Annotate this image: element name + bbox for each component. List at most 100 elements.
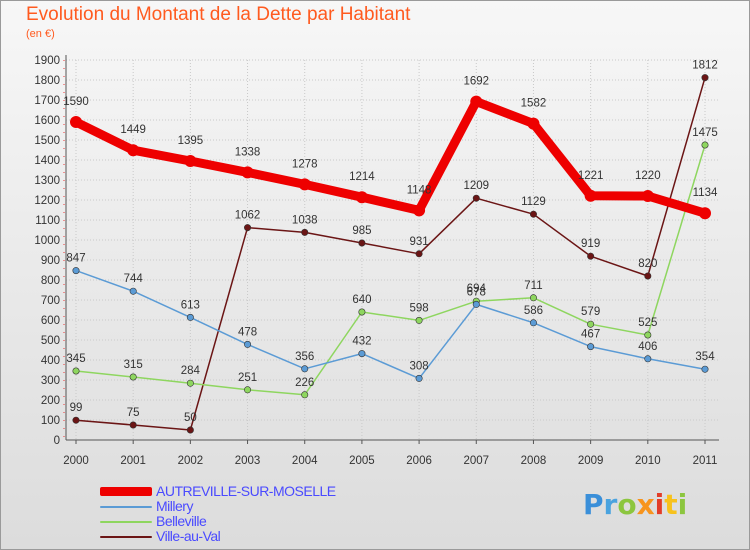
y-tick-label: 1600 [34, 115, 60, 127]
data-point [355, 191, 368, 204]
logo-letter: r [603, 488, 618, 521]
data-point [244, 340, 252, 348]
data-point [244, 386, 252, 394]
data-label: 251 [238, 372, 257, 384]
series-line [71, 97, 710, 218]
data-label: 1221 [578, 170, 604, 182]
data-point [415, 250, 423, 258]
data-point [699, 207, 711, 220]
data-label: 226 [295, 377, 314, 389]
data-label: 1214 [349, 171, 375, 183]
x-tick-label: 2010 [635, 455, 661, 467]
data-label: 919 [581, 238, 600, 250]
data-label: 1475 [692, 127, 718, 139]
y-tick-label: 1400 [34, 155, 60, 167]
data-label: 1148 [407, 184, 432, 196]
logo-letter: i [677, 488, 688, 521]
data-point [184, 155, 197, 167]
data-label: 847 [66, 253, 85, 265]
data-point [472, 194, 480, 202]
data-point [470, 95, 483, 108]
data-label: 1812 [692, 60, 718, 72]
data-point [129, 373, 137, 381]
y-tick-label: 400 [41, 355, 60, 367]
data-label: 744 [124, 273, 144, 285]
legend-swatch [100, 487, 152, 496]
legend-swatch [100, 506, 152, 508]
data-point [415, 316, 423, 324]
x-tick-label: 2006 [406, 455, 432, 467]
data-label: 525 [638, 317, 657, 329]
x-tick-label: 2003 [235, 455, 261, 467]
data-point [186, 426, 194, 434]
data-point [641, 190, 654, 202]
y-tick-label: 100 [41, 415, 60, 427]
y-tick-label: 300 [41, 375, 60, 387]
y-tick-label: 1100 [35, 215, 60, 227]
y-tick-label: 200 [41, 395, 60, 407]
data-point [587, 320, 595, 328]
legend-swatch [100, 521, 152, 523]
logo-letter: x [636, 488, 655, 521]
data-point [70, 116, 82, 128]
data-label: 586 [524, 305, 543, 317]
logo-letter: P [583, 488, 604, 521]
data-label: 354 [695, 351, 715, 363]
legend-swatch [100, 536, 152, 538]
data-point [241, 166, 254, 179]
y-tick-label: 1700 [34, 95, 60, 107]
data-point [298, 178, 311, 191]
y-tick-label: 1900 [34, 55, 60, 67]
y-tick-label: 0 [54, 435, 60, 447]
y-tick-label: 1200 [34, 195, 60, 207]
data-point [301, 365, 309, 373]
data-point [587, 343, 595, 351]
logo-letter: i [654, 488, 665, 521]
data-label: 598 [409, 302, 428, 314]
x-tick-label: 2007 [463, 455, 489, 467]
y-tick-label: 1800 [34, 75, 60, 87]
data-point [415, 374, 423, 382]
data-label: 1038 [292, 214, 318, 226]
legend-label: Ville-au-Val [156, 528, 221, 544]
y-tick-label: 700 [41, 295, 60, 307]
data-point [644, 272, 652, 280]
data-label: 478 [238, 326, 257, 338]
axes: 0 100 200 300 400 500 600 700 800 900 1000 1100 1200… [34, 55, 719, 467]
x-tick-label: 2005 [349, 455, 375, 467]
data-point [301, 391, 309, 399]
data-label: 308 [409, 360, 428, 372]
y-tick-label: 900 [41, 255, 60, 267]
data-point [72, 416, 80, 424]
data-point [644, 331, 652, 339]
unit-label: (en €) [26, 28, 55, 40]
data-point [701, 365, 709, 373]
x-tick-label: 2008 [521, 455, 547, 467]
data-point [701, 74, 709, 82]
data-point [644, 355, 652, 363]
series-lines [70, 74, 711, 434]
y-tick-label: 1000 [34, 235, 60, 247]
data-point [72, 267, 80, 275]
data-label: 820 [638, 258, 657, 270]
data-label: 1209 [463, 180, 489, 192]
data-label: 1129 [521, 196, 546, 208]
brand-logo: Proxiti [583, 488, 687, 521]
data-label: 356 [295, 351, 314, 363]
data-point [244, 224, 252, 232]
data-labels: 99 75 50 1062 1038 985 931 1209 1129 919 820 1812 34… [63, 60, 718, 424]
data-point [529, 210, 537, 218]
series-line [75, 269, 706, 380]
data-label: 432 [352, 336, 371, 348]
x-tick-label: 2011 [693, 455, 718, 467]
data-label: 50 [184, 412, 197, 424]
data-point [301, 228, 309, 236]
data-label: 406 [638, 341, 657, 353]
series-line [75, 76, 706, 431]
data-point [358, 308, 366, 316]
data-label: 345 [66, 353, 85, 365]
data-label: 931 [409, 236, 428, 248]
data-label: 1278 [292, 158, 318, 170]
